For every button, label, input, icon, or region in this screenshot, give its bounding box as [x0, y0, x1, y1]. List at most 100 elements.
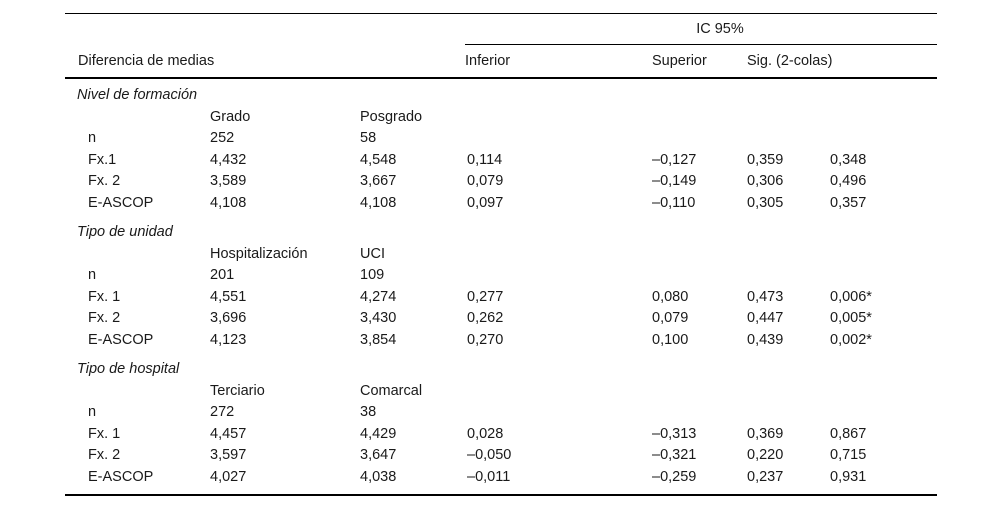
- n-value-1: 252: [210, 130, 235, 146]
- col-header-superior: Superior: [652, 53, 707, 69]
- ci-inferior: –0,259: [652, 468, 697, 485]
- ci-inferior: –0,149: [652, 173, 697, 189]
- cohort1-mean: 3,589: [210, 173, 247, 189]
- cohort-label-2: UCI: [360, 245, 385, 262]
- col-header-diferencia-de-medias: Diferencia de medias: [78, 53, 215, 69]
- mean-difference: –0,011: [467, 468, 511, 485]
- ic95-spanner-row: IC 95%: [65, 14, 937, 45]
- ci-superior: 0,237: [747, 468, 784, 485]
- section-title: Tipo de hospital: [77, 361, 180, 377]
- sig-2-colas: 0,348: [830, 151, 867, 168]
- section-title-row: Tipo de hospital: [65, 359, 937, 381]
- column-header-row: Diferencia de medias Inferior Superior S…: [65, 45, 937, 77]
- ic95-header-label: IC 95%: [696, 21, 744, 37]
- header-spacer: [65, 14, 465, 45]
- cohort1-mean: 3,696: [210, 310, 247, 326]
- ci-superior: 0,305: [747, 194, 784, 211]
- cohort-label-2: Comarcal: [360, 382, 423, 399]
- mean-difference: 0,097: [467, 194, 504, 211]
- measure-label: Fx. 2: [88, 447, 121, 463]
- cohort1-mean: 4,027: [210, 468, 247, 485]
- n-row-label: n: [88, 267, 97, 283]
- sample-size-row: n 201 109: [65, 265, 937, 287]
- ci-superior: 0,220: [747, 447, 784, 463]
- ci-inferior: –0,321: [652, 447, 697, 463]
- cohort2-mean: 3,647: [360, 447, 397, 463]
- ci-inferior: 0,079: [652, 310, 689, 326]
- cohort2-mean: 4,108: [360, 194, 397, 211]
- cohort-label-row: Hospitalización UCI: [65, 244, 937, 266]
- mean-difference: 0,079: [467, 173, 504, 189]
- cohort1-mean: 4,123: [210, 331, 247, 348]
- measure-row: Fx. 2 3,589 3,667 0,079 –0,149 0,306 0,496: [65, 171, 937, 193]
- ci-inferior: –0,313: [652, 425, 697, 442]
- measure-label: Fx. 1: [88, 288, 121, 305]
- measure-row: Fx. 2 3,696 3,430 0,262 0,079 0,447 0,005*: [65, 308, 937, 330]
- measure-label: E-ASCOP: [88, 194, 154, 211]
- sig-2-colas: 0,715: [830, 447, 867, 463]
- mean-difference: 0,270: [467, 331, 504, 348]
- measure-row: E-ASCOP 4,108 4,108 0,097 –0,110 0,305 0,357: [65, 193, 937, 215]
- cohort-label-row: Terciario Comarcal: [65, 381, 937, 403]
- sig-2-colas: 0,002*: [830, 331, 872, 348]
- sig-2-colas: 0,496: [830, 173, 867, 189]
- n-value-2: 38: [360, 404, 377, 420]
- section-title-row: Tipo de unidad: [65, 222, 937, 244]
- measure-row: Fx. 1 4,457 4,429 0,028 –0,313 0,369 0,867: [65, 424, 937, 446]
- cohort-label-row: Grado Posgrado: [65, 107, 937, 129]
- mean-difference: 0,262: [467, 310, 504, 326]
- measure-row: E-ASCOP 4,123 3,854 0,270 0,100 0,439 0,002*: [65, 330, 937, 352]
- mean-difference-table: IC 95% Diferencia de medias Inferior Sup…: [65, 13, 937, 496]
- ci-inferior: 0,100: [652, 331, 689, 348]
- measure-row: Fx. 1 4,551 4,274 0,277 0,080 0,473 0,006*: [65, 287, 937, 309]
- section-title: Tipo de unidad: [77, 224, 173, 240]
- cohort2-mean: 4,548: [360, 151, 397, 168]
- sig-2-colas: 0,867: [830, 425, 867, 442]
- n-row-label: n: [88, 404, 97, 420]
- cohort1-mean: 3,597: [210, 447, 247, 463]
- ci-superior: 0,439: [747, 331, 784, 348]
- measure-label: Fx.1: [88, 151, 117, 168]
- measure-label: E-ASCOP: [88, 468, 154, 485]
- cohort2-mean: 3,430: [360, 310, 397, 326]
- cohort1-mean: 4,457: [210, 425, 247, 442]
- sample-size-row: n 252 58: [65, 128, 937, 150]
- ic95-group: IC 95%: [465, 14, 937, 45]
- table-body: Nivel de formación Grado Posgrado n 252 58 Fx.…: [65, 79, 937, 496]
- measure-label: E-ASCOP: [88, 331, 154, 348]
- ci-superior: 0,359: [747, 151, 784, 168]
- sample-size-row: n 272 38: [65, 402, 937, 424]
- measure-label: Fx. 1: [88, 425, 121, 442]
- cohort2-mean: 4,429: [360, 425, 397, 442]
- measure-label: Fx. 2: [88, 173, 121, 189]
- sig-2-colas: 0,357: [830, 194, 867, 211]
- mean-difference: 0,277: [467, 288, 504, 305]
- measure-row: Fx.1 4,432 4,548 0,114 –0,127 0,359 0,348: [65, 150, 937, 172]
- cohort2-mean: 3,854: [360, 331, 397, 348]
- n-value-2: 58: [360, 130, 377, 146]
- measure-label: Fx. 2: [88, 310, 121, 326]
- ci-inferior: –0,127: [652, 151, 697, 168]
- ci-inferior: –0,110: [652, 194, 696, 211]
- cohort-label-1: Grado: [210, 108, 251, 125]
- cohort2-mean: 4,274: [360, 288, 397, 305]
- section-title: Nivel de formación: [77, 87, 198, 103]
- mean-difference: 0,028: [467, 425, 504, 442]
- n-value-1: 201: [210, 267, 235, 283]
- ci-superior: 0,473: [747, 288, 784, 305]
- ci-superior: 0,306: [747, 173, 784, 189]
- cohort1-mean: 4,432: [210, 151, 247, 168]
- cohort-label-1: Terciario: [210, 382, 265, 399]
- sig-2-colas: 0,005*: [830, 310, 872, 326]
- col-header-inferior: Inferior: [465, 53, 511, 69]
- sig-2-colas: 0,006*: [830, 288, 872, 305]
- n-value-2: 109: [360, 267, 385, 283]
- cohort2-mean: 3,667: [360, 173, 397, 189]
- cohort-label-2: Posgrado: [360, 108, 423, 125]
- col-header-sig-2-colas: Sig. (2-colas): [747, 53, 833, 69]
- mean-difference: –0,050: [467, 447, 512, 463]
- ci-superior: 0,447: [747, 310, 784, 326]
- cohort1-mean: 4,108: [210, 194, 247, 211]
- measure-row: E-ASCOP 4,027 4,038 –0,011 –0,259 0,237 0,931: [65, 467, 937, 489]
